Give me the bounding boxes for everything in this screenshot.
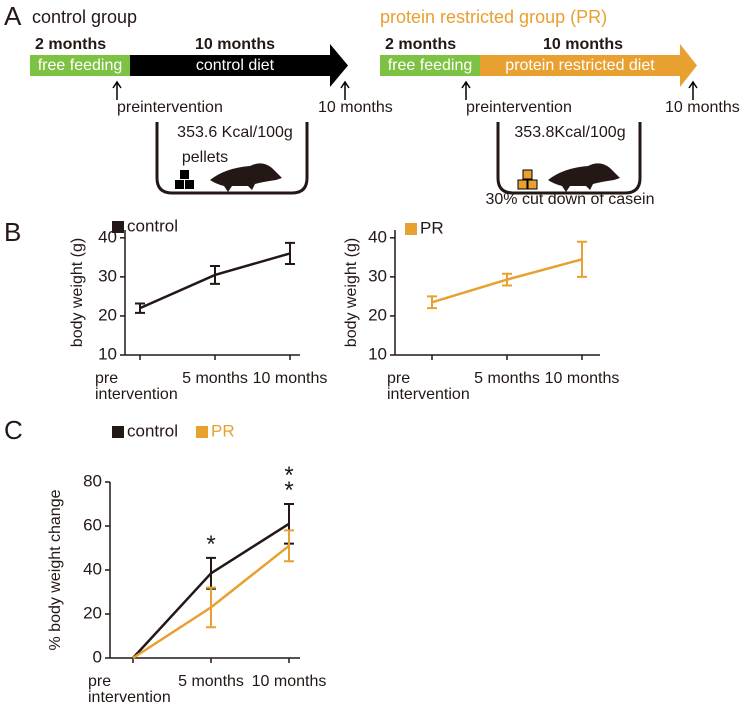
y-tick-label: 40 [83, 559, 102, 578]
energy: 353.6 Kcal/100g [177, 124, 293, 141]
arrow [461, 80, 471, 100]
legend-label: control [127, 216, 178, 235]
phase-label: free feeding [38, 57, 123, 74]
phase-label: control diet [196, 57, 275, 74]
food-label: 30% cut down of casein [486, 191, 655, 208]
error-bar [577, 240, 587, 278]
cage [155, 122, 309, 195]
timepoint: 10 months [665, 99, 740, 116]
legend-label: control [127, 421, 178, 440]
y-axis-label: body weight (g) [69, 238, 86, 347]
x-tick-label: pre intervention [387, 370, 470, 403]
food-label: pellets [182, 149, 228, 166]
energy: 353.8Kcal/100g [514, 124, 625, 141]
y-tick-label: 30 [98, 266, 117, 285]
phase-duration: 2 months [385, 36, 456, 53]
error-bar [135, 302, 145, 314]
phase-bar [30, 55, 130, 76]
phase-label: free feeding [388, 57, 473, 74]
phase-duration: 2 months [35, 36, 106, 53]
annotation: * * [284, 462, 293, 504]
x-tick-label: 5 months [178, 673, 244, 690]
error-bar [284, 529, 294, 563]
legend-label: PR [420, 218, 444, 237]
error-bar [206, 586, 216, 629]
y-tick-label: 0 [93, 647, 102, 666]
y-tick-label: 20 [98, 305, 117, 324]
y-tick-label: 10 [368, 344, 387, 363]
x-tick-label: 10 months [252, 673, 327, 690]
error-bar [502, 272, 512, 287]
legend-swatch [196, 426, 208, 438]
cage [496, 122, 642, 195]
timepoint: 10 months [318, 99, 393, 116]
y-axis-label: % body weight change [47, 489, 64, 650]
x-tick-label: 5 months [474, 370, 540, 387]
timepoint: preintervention [466, 99, 572, 116]
x-tick-label: pre intervention [88, 673, 171, 705]
phase-bar [380, 55, 480, 76]
annotation: * [206, 531, 215, 558]
y-tick-label: 30 [368, 266, 387, 285]
panel-label: B [4, 217, 21, 247]
legend-label: PR [211, 421, 235, 440]
error-bar [206, 556, 216, 590]
error-bar [210, 264, 220, 285]
phase-arrow [480, 44, 697, 87]
y-tick-label: 60 [83, 515, 102, 534]
arrow [688, 80, 698, 100]
group-title: control group [32, 7, 137, 27]
legend-swatch [405, 223, 417, 235]
timepoint: preintervention [117, 99, 223, 116]
y-tick-label: 40 [368, 227, 387, 246]
phase-duration: 10 months [543, 36, 623, 53]
phase-label: protein restricted diet [505, 57, 655, 74]
x-tick-label: 10 months [545, 370, 620, 387]
legend-swatch [112, 426, 124, 438]
error-bar [427, 295, 437, 310]
y-tick-label: 20 [368, 305, 387, 324]
x-tick-label: 5 months [182, 370, 248, 387]
x-tick-label: pre intervention [95, 370, 178, 403]
phase-duration: 10 months [195, 36, 275, 53]
pellets [517, 169, 538, 190]
arrow [340, 80, 350, 100]
arrow [112, 80, 122, 100]
panel-label: C [4, 415, 23, 445]
y-tick-label: 80 [83, 471, 102, 490]
phase-arrow [130, 44, 348, 87]
rat [210, 163, 282, 192]
legend-swatch [112, 221, 124, 233]
panel-label: A [4, 1, 22, 31]
group-title: protein restricted group (PR) [380, 7, 607, 27]
y-axis-label: body weight (g) [343, 238, 360, 347]
rat [548, 163, 620, 192]
y-tick-label: 10 [98, 344, 117, 363]
y-tick-label: 20 [83, 603, 102, 622]
pellets [175, 170, 194, 189]
x-tick-label: 10 months [253, 370, 328, 387]
error-bar [285, 241, 295, 265]
